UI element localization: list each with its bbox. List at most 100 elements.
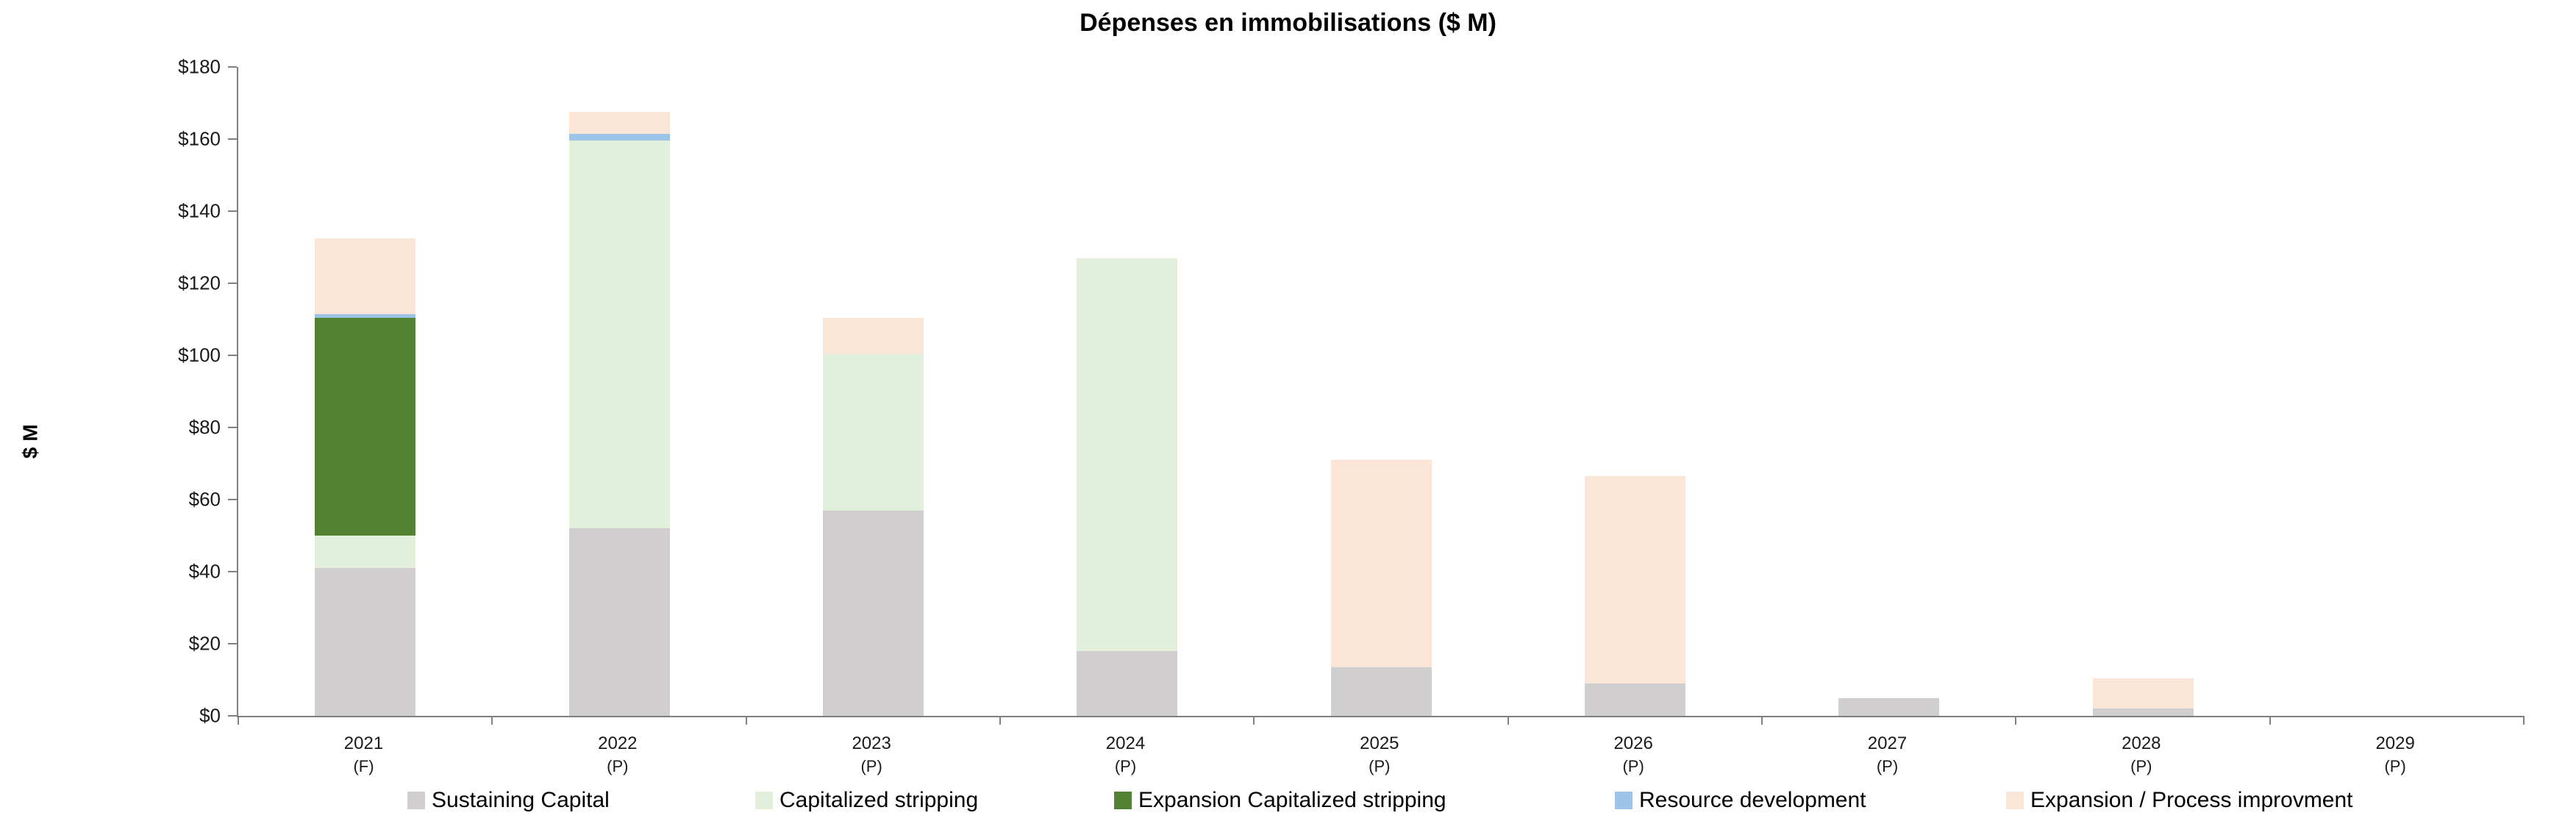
x-axis-label-2024: 2024 (P): [999, 732, 1252, 778]
y-axis-tick-label: $100: [178, 344, 221, 366]
x-axis-label-suffix: (F): [353, 757, 374, 776]
x-axis-label-2026: 2026 (P): [1507, 732, 1760, 778]
y-axis-tick-label: $20: [188, 632, 221, 655]
bar-2021: [315, 67, 416, 716]
legend-item-capitalized-stripping: Capitalized stripping: [755, 786, 978, 815]
bar-segment-2022-capitalized-stripping: [568, 141, 670, 529]
legend-swatch: [2006, 792, 2024, 809]
bar-segment-2028-sustaining-capital: [2092, 708, 2194, 716]
y-axis-tick: [228, 715, 237, 717]
y-axis-tick: [228, 283, 237, 284]
x-axis-tick: [2269, 716, 2271, 725]
y-axis-tick-label: $80: [188, 416, 221, 438]
bar-2025: [1330, 67, 1432, 716]
legend-label: Resource development: [1639, 788, 1866, 812]
y-axis-tick: [228, 499, 237, 500]
x-axis-label-suffix: (P): [607, 757, 629, 776]
bar-segment-2021-expansion-process-improvment: [315, 238, 416, 314]
x-axis-label-2021: 2021 (F): [237, 732, 490, 778]
bar-segment-2027-sustaining-capital: [1838, 697, 1940, 716]
x-axis-tick: [1761, 716, 1763, 725]
legend-label: Expansion Capitalized stripping: [1138, 788, 1446, 812]
legend-swatch: [1615, 792, 1633, 809]
bar-2029: [2347, 67, 2447, 716]
bar-2024: [1077, 67, 1178, 716]
legend-item-resource-development: Resource development: [1615, 786, 1866, 815]
x-axis-label-2028: 2028 (P): [2014, 732, 2268, 778]
y-axis-tick: [228, 571, 237, 572]
legend-item-expansion-process-improvment: Expansion / Process improvment: [2006, 786, 2353, 815]
y-axis-tick-label: $160: [178, 127, 221, 150]
legend-label: Capitalized stripping: [779, 788, 979, 812]
legend-label: Sustaining Capital: [432, 788, 610, 812]
x-axis-label-suffix: (P): [1114, 757, 1137, 776]
bar-2022: [568, 67, 670, 716]
bar-segment-2021-sustaining-capital: [315, 568, 416, 716]
x-axis-label-year: 2022: [598, 733, 638, 753]
x-axis-label-2023: 2023 (P): [745, 732, 999, 778]
x-axis-label-year: 2023: [852, 733, 891, 753]
x-axis-label-suffix: (P): [2384, 757, 2406, 776]
bar-segment-2026-sustaining-capital: [1584, 683, 1685, 716]
legend: Sustaining Capital Capitalized stripping E…: [0, 786, 2576, 818]
bar-2026: [1584, 67, 1685, 716]
x-axis-label-year: 2024: [1105, 733, 1146, 753]
x-axis-label-2025: 2025 (P): [1252, 732, 1506, 778]
legend-item-expansion-capitalized-stripping: Expansion Capitalized stripping: [1114, 786, 1446, 815]
legend-swatch: [1114, 792, 1132, 809]
legend-swatch: [755, 792, 773, 809]
x-axis-tick: [1253, 716, 1255, 725]
bar-segment-2023-expansion-process-improvment: [822, 317, 924, 354]
x-axis-label-suffix: (P): [860, 757, 882, 776]
legend-label: Expansion / Process improvment: [2030, 788, 2353, 812]
bar-segment-2025-sustaining-capital: [1330, 667, 1432, 716]
bar-segment-2023-sustaining-capital: [822, 510, 924, 716]
bar-segment-2021-resource-development: [315, 313, 416, 318]
x-axis-label-suffix: (P): [1622, 757, 1644, 776]
x-axis-label-2029: 2029 (P): [2269, 732, 2522, 778]
y-axis-tick-label: $0: [199, 704, 221, 727]
bar-2028: [2092, 67, 2194, 716]
x-axis-label-suffix: (P): [2130, 757, 2152, 776]
x-axis-label-suffix: (P): [1369, 757, 1391, 776]
y-axis-tick-label: $180: [178, 55, 221, 78]
plot-area: [228, 66, 2525, 725]
x-axis-label-year: 2025: [1360, 733, 1399, 753]
y-axis-tick: [228, 355, 237, 356]
x-axis-label-2027: 2027 (P): [1760, 732, 2014, 778]
x-axis-tick: [999, 716, 1001, 725]
y-axis-tick: [228, 138, 237, 140]
bar-segment-2025-expansion-process-improvment: [1330, 460, 1432, 667]
y-axis-tick: [228, 66, 237, 68]
bar-2027: [1838, 67, 1940, 716]
x-axis-label-suffix: (P): [1876, 757, 1899, 776]
y-axis-tick: [228, 427, 237, 428]
bar-segment-2022-expansion-process-improvment: [568, 112, 670, 134]
bar-segment-2024-capitalized-stripping: [1077, 257, 1178, 651]
x-axis-label-2022: 2022 (P): [490, 732, 744, 778]
x-axis-tick: [491, 716, 493, 725]
bar-segment-2022-resource-development: [568, 133, 670, 141]
bar-segment-2024-sustaining-capital: [1077, 650, 1178, 716]
y-axis-tick: [228, 210, 237, 212]
bar-segment-2021-expansion-capitalized-stripping: [315, 317, 416, 536]
x-axis-tick: [238, 716, 239, 725]
bar-segment-2021-capitalized-stripping: [315, 536, 416, 569]
x-axis-tick: [2523, 716, 2525, 725]
y-axis-tick-label: $60: [188, 488, 221, 511]
legend-item-sustaining-capital: Sustaining Capital: [407, 786, 610, 815]
bar-segment-2022-sustaining-capital: [568, 528, 670, 716]
x-axis-label-year: 2026: [1613, 733, 1653, 753]
x-axis-label-year: 2027: [1867, 733, 1908, 753]
bar-2023: [822, 67, 924, 716]
y-axis-tick-label: $140: [178, 199, 221, 222]
x-axis-label-year: 2029: [2375, 733, 2415, 753]
bar-segment-2028-expansion-process-improvment: [2092, 678, 2194, 709]
chart-title: Dépenses en immobilisations ($ M): [1080, 9, 1496, 37]
x-axis-label-year: 2028: [2122, 733, 2161, 753]
bar-segment-2026-expansion-process-improvment: [1584, 476, 1685, 683]
y-axis-tick-label: $40: [188, 560, 221, 583]
legend-swatch: [407, 792, 425, 809]
x-axis-tick: [745, 716, 747, 725]
